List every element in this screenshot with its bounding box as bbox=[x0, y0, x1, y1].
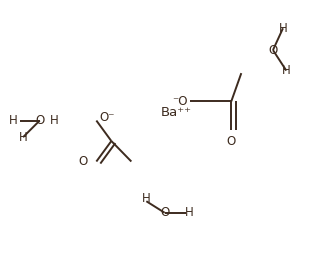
Text: H: H bbox=[185, 206, 194, 219]
Text: O⁻: O⁻ bbox=[100, 111, 115, 125]
Text: Ba⁺⁺: Ba⁺⁺ bbox=[161, 106, 192, 119]
Text: H: H bbox=[50, 114, 59, 127]
Text: O: O bbox=[227, 134, 236, 148]
Text: O: O bbox=[268, 44, 278, 56]
Text: H: H bbox=[142, 192, 151, 205]
Text: ⁻O: ⁻O bbox=[172, 95, 188, 108]
Text: O: O bbox=[35, 114, 44, 127]
Text: O: O bbox=[79, 155, 88, 168]
Text: O: O bbox=[160, 206, 169, 219]
Text: H: H bbox=[9, 114, 17, 127]
Text: H: H bbox=[19, 131, 28, 144]
Text: H: H bbox=[282, 64, 291, 77]
Text: H: H bbox=[279, 22, 287, 35]
